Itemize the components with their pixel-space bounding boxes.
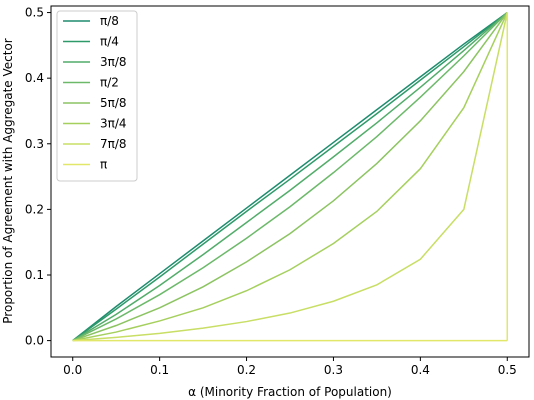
y-axis-label: Proportion of Agreement with Aggregate V… (1, 38, 15, 324)
legend-label: π/8 (100, 14, 119, 28)
x-tick-label: 0.5 (498, 363, 517, 377)
legend-label: π (100, 158, 107, 172)
x-tick-label: 0.1 (150, 363, 169, 377)
legend-label: 7π/8 (100, 137, 127, 151)
x-axis-ticks: 0.0 0.1 0.2 0.3 0.4 0.5 (63, 357, 517, 377)
y-axis-ticks: 0.0 0.1 0.2 0.3 0.4 0.5 (25, 6, 51, 348)
y-tick-label: 0.0 (25, 334, 44, 348)
x-tick-label: 0.2 (237, 363, 256, 377)
series-line-1 (72, 11, 508, 342)
series-layer (72, 11, 509, 342)
series-line-3 (72, 11, 508, 342)
legend-label: 3π/4 (100, 117, 127, 131)
y-tick-label: 0.5 (25, 6, 44, 20)
x-tick-label: 0.0 (63, 363, 82, 377)
x-tick-label: 0.3 (324, 363, 343, 377)
y-tick-label: 0.2 (25, 202, 44, 216)
legend-label: 5π/8 (100, 96, 127, 110)
series-line-6 (72, 12, 508, 342)
legend-label: 3π/8 (100, 55, 127, 69)
series-line-4 (72, 12, 508, 342)
series-line-2 (72, 11, 508, 342)
series-line-5 (72, 12, 508, 342)
legend-label: π/2 (100, 76, 119, 90)
legend-box (56, 10, 138, 182)
x-tick-label: 0.4 (411, 363, 430, 377)
y-tick-label: 0.1 (25, 268, 44, 282)
y-tick-label: 0.3 (25, 137, 44, 151)
legend: π/8 π/4 3π/8 π/2 5π/8 3π/4 7π/8 π (56, 10, 138, 182)
y-tick-label: 0.4 (25, 71, 44, 85)
x-axis-label: α (Minority Fraction of Population) (188, 385, 392, 399)
series-line-7 (72, 12, 509, 342)
legend-label: π/4 (100, 35, 119, 49)
